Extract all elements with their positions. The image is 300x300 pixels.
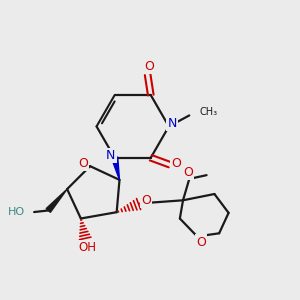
Polygon shape — [46, 189, 67, 212]
Text: CH₃: CH₃ — [199, 107, 218, 117]
Text: N: N — [106, 149, 116, 162]
Text: O: O — [183, 166, 193, 178]
Text: O: O — [78, 157, 88, 170]
Text: O: O — [144, 60, 154, 73]
Text: O: O — [172, 157, 182, 170]
Polygon shape — [112, 157, 119, 180]
Text: N: N — [167, 117, 177, 130]
Text: OH: OH — [78, 241, 96, 254]
Text: O: O — [141, 194, 151, 207]
Text: HO: HO — [8, 207, 25, 217]
Text: O: O — [196, 236, 206, 249]
